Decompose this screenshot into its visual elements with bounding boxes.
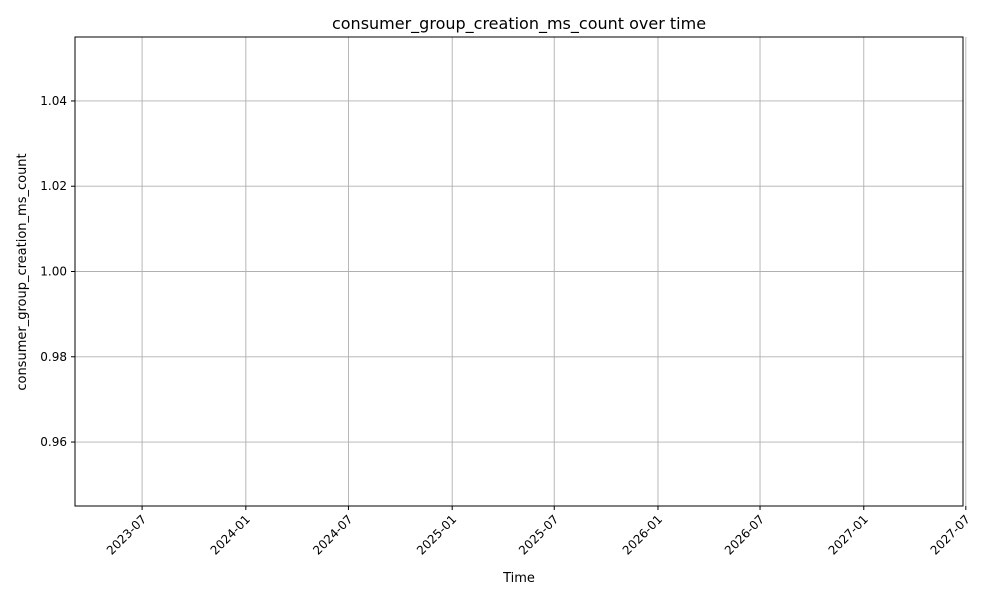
x-axis-label: Time <box>502 571 535 586</box>
y-tick-label: 1.04 <box>40 94 67 108</box>
y-tick-label: 1.00 <box>40 265 67 279</box>
y-tick-label: 1.02 <box>40 179 67 193</box>
y-tick-label: 0.96 <box>40 435 67 449</box>
y-axis-label: consumer_group_creation_ms_count <box>15 153 30 390</box>
grid <box>75 37 967 506</box>
y-tick-label: 0.98 <box>40 350 67 364</box>
chart-title: consumer_group_creation_ms_count over ti… <box>332 14 706 34</box>
y-axis: 0.96 0.98 1.00 1.02 1.04 <box>40 94 75 449</box>
